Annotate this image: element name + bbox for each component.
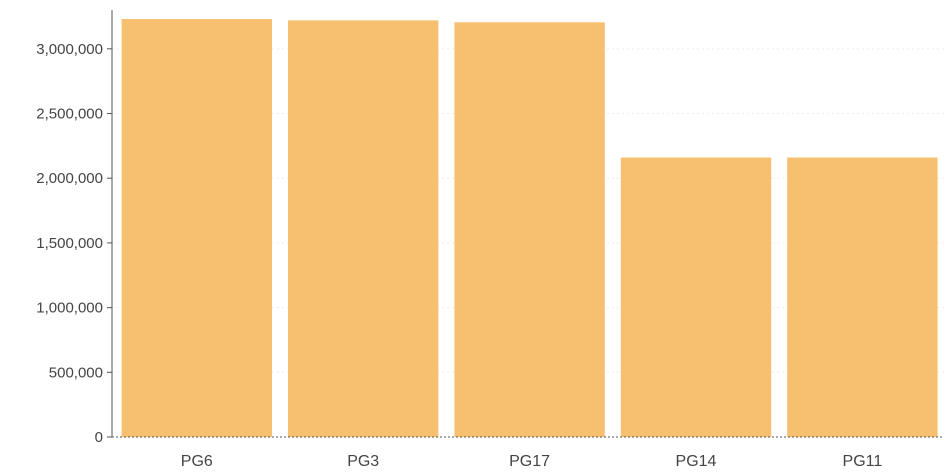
y-tick-label: 1,500,000 bbox=[36, 235, 103, 252]
bar-pg14 bbox=[620, 157, 772, 437]
y-tick-label: 0 bbox=[95, 429, 103, 446]
x-tick-label: PG14 bbox=[676, 453, 717, 470]
y-tick-label: 1,000,000 bbox=[36, 300, 103, 317]
y-tick-label: 500,000 bbox=[49, 364, 103, 381]
y-tick-label: 2,500,000 bbox=[36, 106, 103, 123]
x-tick-label: PG17 bbox=[509, 453, 550, 470]
bar-pg6 bbox=[121, 19, 272, 437]
bar-layer bbox=[121, 19, 938, 438]
y-tick-label: 2,000,000 bbox=[36, 170, 103, 187]
bar-pg11 bbox=[787, 157, 938, 437]
bar-pg17 bbox=[454, 22, 605, 438]
label-layer: 0 500,000 1,000,000 1,500,000 2,000,000 2,500… bbox=[36, 41, 882, 470]
x-tick-label: PG3 bbox=[347, 453, 379, 470]
x-tick-label: PG11 bbox=[843, 453, 883, 470]
axis-layer bbox=[107, 10, 944, 438]
x-tick-label: PG6 bbox=[181, 453, 213, 470]
bar-pg3 bbox=[288, 20, 439, 438]
y-tick-label: 3,000,000 bbox=[36, 41, 103, 58]
